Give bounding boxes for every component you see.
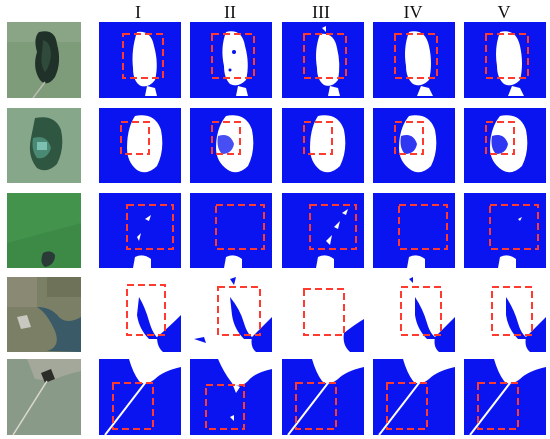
satellite-photo-row-2 [7, 108, 81, 183]
column-header-4: IV [403, 2, 423, 22]
result-tile-r2-c2 [190, 108, 272, 183]
result-tile-r1-c1 [99, 22, 181, 98]
result-tile-r5-c1 [99, 359, 181, 435]
result-tile-r3-c1 [99, 193, 181, 268]
result-tile-r4-c5 [464, 277, 546, 352]
result-tile-r5-c5 [464, 359, 546, 435]
result-tile-r1-c4 [373, 22, 455, 98]
result-tile-r2-c3 [282, 108, 364, 183]
result-tile-r4-c1 [99, 277, 181, 352]
result-tile-r2-c4 [373, 108, 455, 183]
satellite-photo-row-3 [7, 193, 81, 268]
result-tile-r5-c4 [373, 359, 455, 435]
result-tile-r5-c3 [282, 359, 364, 435]
column-header-1: I [135, 2, 141, 22]
result-tile-r3-c4 [373, 193, 455, 268]
column-header-3: III [312, 2, 330, 22]
result-tile-r5-c2 [190, 359, 272, 435]
result-tile-r4-c2 [190, 277, 272, 352]
result-tile-r2-c1 [99, 108, 181, 183]
result-tile-r1-c3 [282, 22, 364, 98]
column-header-2: II [224, 2, 236, 22]
result-tile-r3-c2 [190, 193, 272, 268]
result-tile-r2-c5 [464, 108, 546, 183]
result-tile-r3-c5 [464, 193, 546, 268]
result-tile-r1-c2 [190, 22, 272, 98]
satellite-photo-row-4 [7, 277, 81, 352]
satellite-photo-row-1 [7, 22, 81, 98]
result-tile-r3-c3 [282, 193, 364, 268]
result-tile-r4-c3 [282, 277, 364, 352]
result-tile-r4-c4 [373, 277, 455, 352]
satellite-photo-row-5 [7, 359, 81, 435]
column-header-5: V [497, 2, 511, 22]
result-tile-r1-c5 [464, 22, 546, 98]
